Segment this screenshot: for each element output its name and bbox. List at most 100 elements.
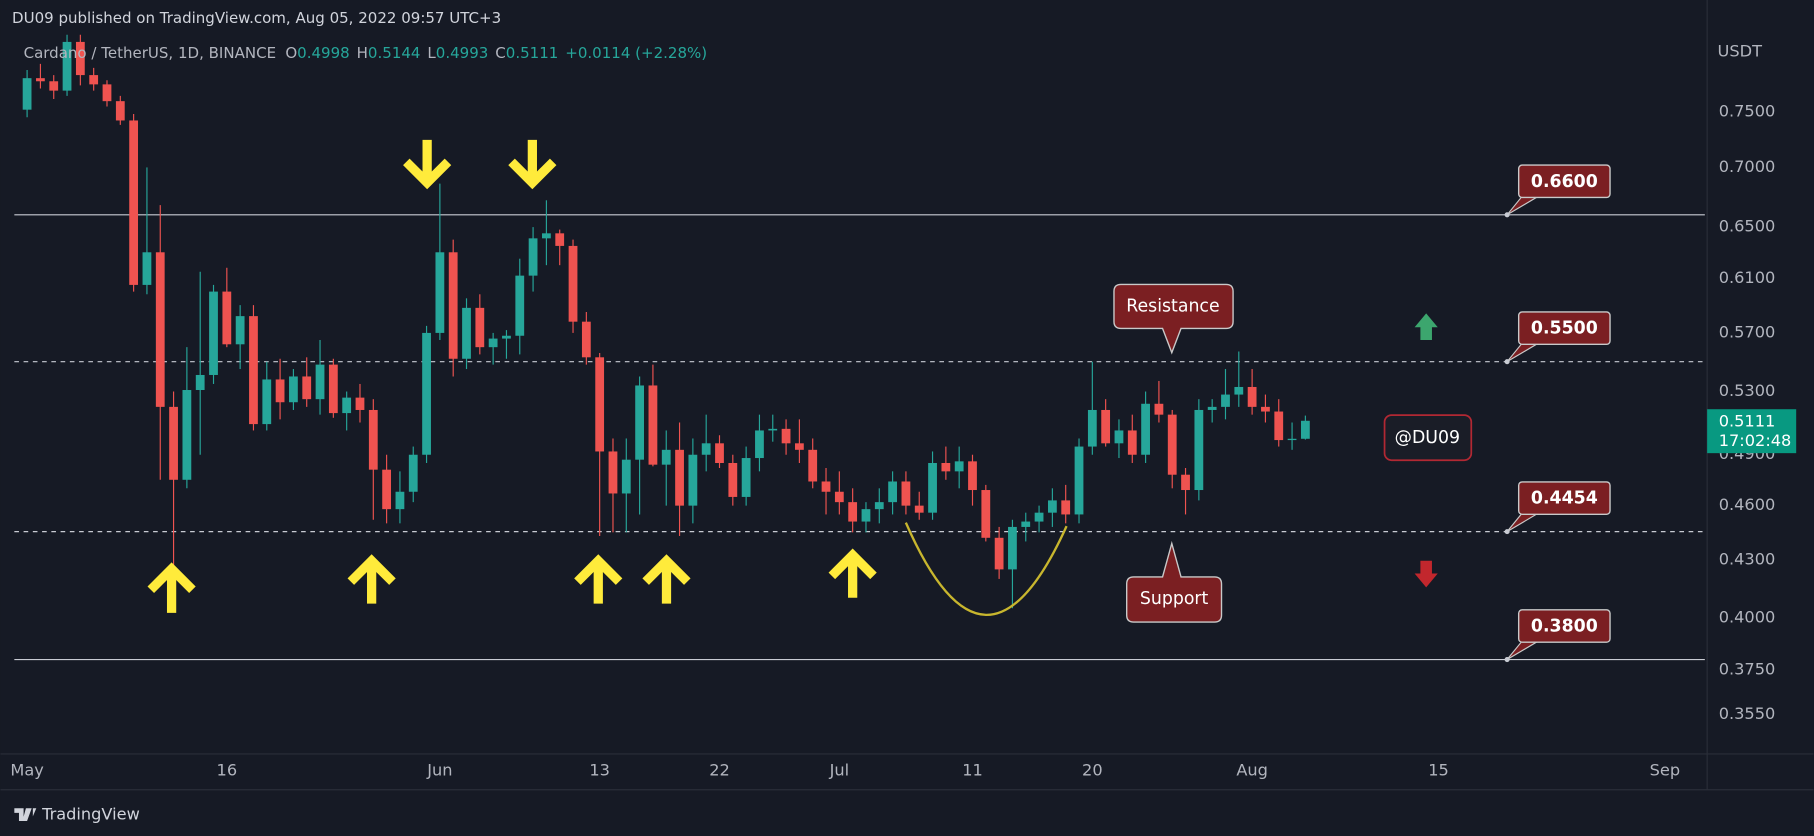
candle-body [195,374,205,391]
price-change: +0.0114 (+2.28%) [565,44,707,62]
candle-body [1300,420,1310,439]
y-tick-label: 0.6100 [1719,268,1776,287]
level-anchor [1504,657,1510,663]
candle-body [502,335,511,339]
candle-body [954,461,964,472]
candle-body [488,338,498,348]
y-tick-label: 0.4300 [1719,549,1776,568]
candle-body [462,307,471,359]
yellow-arrows [147,139,877,613]
x-tick-label: 16 [217,761,238,780]
candle-body [581,321,591,358]
candle-body [568,245,578,322]
last-price-box [1707,409,1797,454]
candle-body [1261,406,1270,412]
candle-body [209,291,218,375]
candle-body [395,491,405,510]
candle-body [755,430,764,459]
y-tick-label: 0.7000 [1719,157,1776,176]
candle-body [768,428,778,431]
candle-body [1141,403,1150,455]
candle-body [994,537,1004,570]
level-label-box [1517,164,1611,199]
candle-body [1074,446,1084,515]
candle-body [302,376,312,400]
candle-body [1181,474,1190,491]
candle-body [542,233,551,239]
candle-body [1008,526,1017,570]
candle-body [635,385,645,460]
candle-body [595,357,605,452]
candle-body [1114,430,1124,444]
candle-body [448,252,458,359]
candle-body [928,463,937,513]
x-tick-label: Aug [1236,761,1268,780]
price-axis-panel [1707,0,1814,790]
candle-body [675,449,684,506]
y-tick-label: 0.3750 [1719,660,1776,679]
candle-body [688,454,698,506]
up-arrow [347,554,396,604]
x-tick-label: 11 [962,761,983,780]
candle-body [368,409,378,470]
level-label: 0.4454 [1531,489,1598,509]
y-tick-label: 0.5700 [1719,322,1776,341]
candle-body [328,364,338,414]
candle-body [262,379,272,425]
x-tick-label: Jul [829,761,850,780]
candle-body [62,41,72,91]
candle-body [1127,430,1137,455]
candle-body [555,233,565,246]
ohlc-label: L [427,44,436,62]
candle-body [1061,500,1071,515]
candle-body [435,252,445,333]
ohlc-label: C [495,44,506,62]
candle-body [528,238,538,276]
resistance-callout: Resistance [1113,283,1234,355]
candle-body [289,376,298,403]
candle-body [701,443,711,455]
candle-body [874,502,884,510]
candle-body [422,332,431,455]
candle-body [102,84,112,102]
level-anchor [1504,529,1510,535]
candle-body [22,78,32,110]
footer-brand: TradingView [14,805,140,824]
candle-body [608,451,618,494]
resistance-label: Resistance [1126,296,1219,316]
candles [22,34,1310,609]
up-arrow [828,548,877,598]
symbol-info: Cardano / TetherUS, 1D, BINANCE O0.4998 H0… [24,44,708,62]
y-tick-label: 0.7500 [1719,101,1776,120]
y-tick-label: 0.3550 [1719,704,1776,723]
support-label: Support [1140,589,1209,609]
brand-name: TradingView [41,805,140,824]
down-arrow [403,139,452,190]
candle-body [235,316,245,345]
candle-body [182,390,192,480]
ohlc-label: H [357,44,368,62]
x-tick-label: 13 [589,761,610,780]
cup-curve [904,522,1068,617]
candle-body [1234,386,1244,395]
candle-body [129,120,139,285]
candle-body [808,449,818,482]
level-label-box [1517,481,1611,515]
level-label: 0.3800 [1531,617,1598,637]
levels: 0.6600 0.5500 0.4454 0.3800 [14,164,1705,663]
candle-body [249,316,258,425]
candle-body [1087,409,1097,447]
candle-body [155,252,165,407]
candle-body [1207,406,1217,410]
candle-body [741,458,751,497]
ohlc-value: 0.4998 [297,44,350,62]
candle-body [1274,411,1284,441]
countdown-label: 17:02:48 [1719,431,1792,450]
y-tick-label: 0.6500 [1719,217,1776,236]
candle-body [342,397,352,414]
level-label: 0.6600 [1531,172,1598,192]
candle-body [794,443,804,450]
up-arrow [574,554,623,604]
candle-body [648,385,658,465]
candle-body [115,101,125,121]
